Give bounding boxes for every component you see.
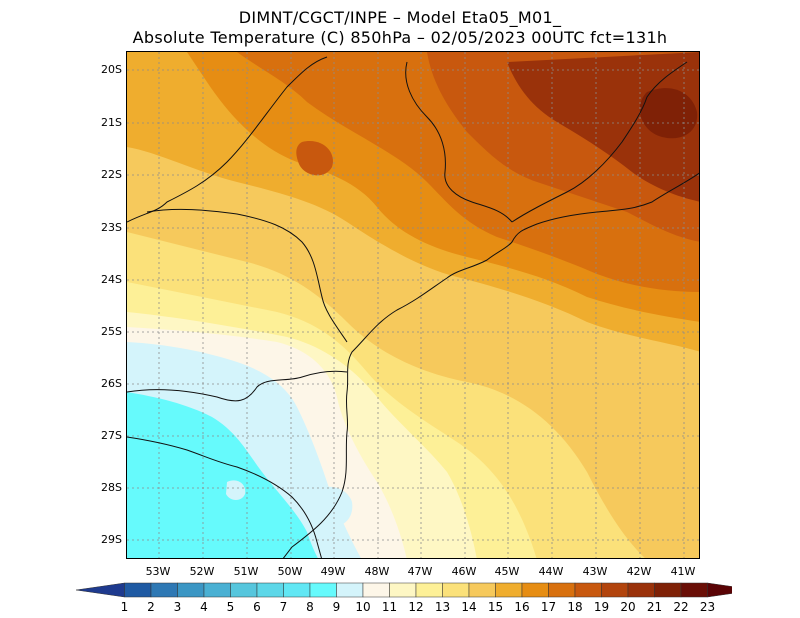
color-scale-label: 6: [253, 600, 261, 614]
field-22: [639, 88, 698, 139]
field-11-blob: [310, 486, 353, 527]
color-scale-label: 13: [434, 600, 451, 614]
color-scale-label: 14: [461, 600, 477, 614]
color-scale-label: 5: [226, 600, 235, 614]
color-scale-segment: [521, 582, 549, 598]
map-title-line-2: Absolute Temperature (C) 850hPa – 02/05/…: [132, 28, 668, 47]
color-scale-label: 11: [381, 600, 398, 614]
color-scale-arrow-right: [707, 582, 732, 598]
color-scale-label: 20: [620, 600, 636, 614]
color-scale-label: 21: [646, 600, 663, 614]
color-scale-segment: [627, 582, 655, 598]
color-scale-label: 9: [332, 600, 341, 614]
color-scale-segment: [389, 582, 417, 598]
color-scale-segment: [230, 582, 258, 598]
lon-label-41w: 41W: [670, 565, 696, 578]
lat-label-27s: 27S: [101, 429, 122, 442]
lat-label-29s: 29S: [101, 533, 122, 546]
color-scale-segment: [362, 582, 390, 598]
temperature-field: [127, 52, 699, 558]
map-title-line-1: DIMNT/CGCT/INPE – Model Eta05_M01_: [238, 8, 562, 27]
field-11-small: [226, 480, 246, 500]
lon-label-48w: 48W: [364, 565, 390, 578]
lat-label-28s: 28S: [101, 481, 122, 494]
color-scale-label: 4: [200, 600, 208, 614]
border-sc-rs: [127, 436, 322, 558]
border-pr-sp: [146, 208, 348, 343]
color-scale-label: 23: [699, 600, 716, 614]
lon-label-46w: 46W: [451, 565, 477, 578]
color-scale-segment: [548, 582, 576, 598]
color-scale-label: 16: [514, 600, 530, 614]
color-scale-label: 15: [487, 600, 504, 614]
color-scale-segment: [283, 582, 311, 598]
color-scale-segment: [601, 582, 629, 598]
lon-label-47w: 47W: [407, 565, 433, 578]
graticule: [127, 52, 699, 558]
lat-label-26s: 26S: [101, 377, 122, 390]
lon-label-42w: 42W: [626, 565, 652, 578]
color-scale-label: 7: [279, 600, 288, 614]
color-scale-segment: [309, 582, 337, 598]
lon-label-50w: 50W: [277, 565, 303, 578]
lon-label-44w: 44W: [538, 565, 564, 578]
color-scale-label: 17: [540, 600, 557, 614]
color-scale-bar: [75, 582, 732, 598]
color-scale-label: 1: [120, 600, 129, 614]
lon-label-53w: 53W: [145, 565, 171, 578]
lon-label-45w: 45W: [494, 565, 520, 578]
color-scale-segment: [336, 582, 364, 598]
lon-label-51w: 51W: [233, 565, 259, 578]
border-pr-sc: [127, 370, 348, 402]
field-10: [127, 392, 318, 558]
lat-label-20s: 20S: [101, 63, 122, 76]
color-scale-segment: [415, 582, 443, 598]
color-scale-segment: [654, 582, 682, 598]
color-scale-label: 22: [673, 600, 689, 614]
lat-label-24s: 24S: [101, 273, 122, 286]
color-scale-label: 3: [173, 600, 182, 614]
color-scale-segment: [574, 582, 602, 598]
lat-label-22s: 22S: [101, 168, 122, 181]
boundaries: [127, 56, 699, 558]
color-scale-label: 19: [593, 600, 610, 614]
coastline: [282, 172, 699, 558]
color-scale-label: 10: [355, 600, 371, 614]
temperature-map: [126, 51, 700, 559]
field-20-patch: [296, 141, 333, 176]
color-scale-segment: [150, 582, 178, 598]
color-scale-label: 2: [147, 600, 155, 614]
color-scale-label: 12: [408, 600, 424, 614]
border-ms-sp: [127, 56, 328, 223]
color-scale-segment: [177, 582, 205, 598]
color-scale-segment: [124, 582, 152, 598]
field-21: [507, 52, 699, 202]
lon-label-52w: 52W: [189, 565, 215, 578]
lon-label-49w: 49W: [320, 565, 346, 578]
color-scale-segment: [203, 582, 231, 598]
color-scale-arrow-left: [75, 582, 125, 598]
color-scale-segment: [256, 582, 284, 598]
border-mg-rj: [511, 61, 688, 223]
color-scale-segment: [680, 582, 708, 598]
color-scale-label: 18: [567, 600, 583, 614]
border-sp-mg: [405, 61, 513, 223]
lat-label-25s: 25S: [101, 325, 122, 338]
color-scale-segment: [495, 582, 523, 598]
color-scale-label: 8: [306, 600, 314, 614]
lon-label-43w: 43W: [582, 565, 608, 578]
color-scale-segment: [442, 582, 470, 598]
lat-label-21s: 21S: [101, 116, 122, 129]
color-scale-segment: [468, 582, 496, 598]
lat-label-23s: 23S: [101, 221, 122, 234]
